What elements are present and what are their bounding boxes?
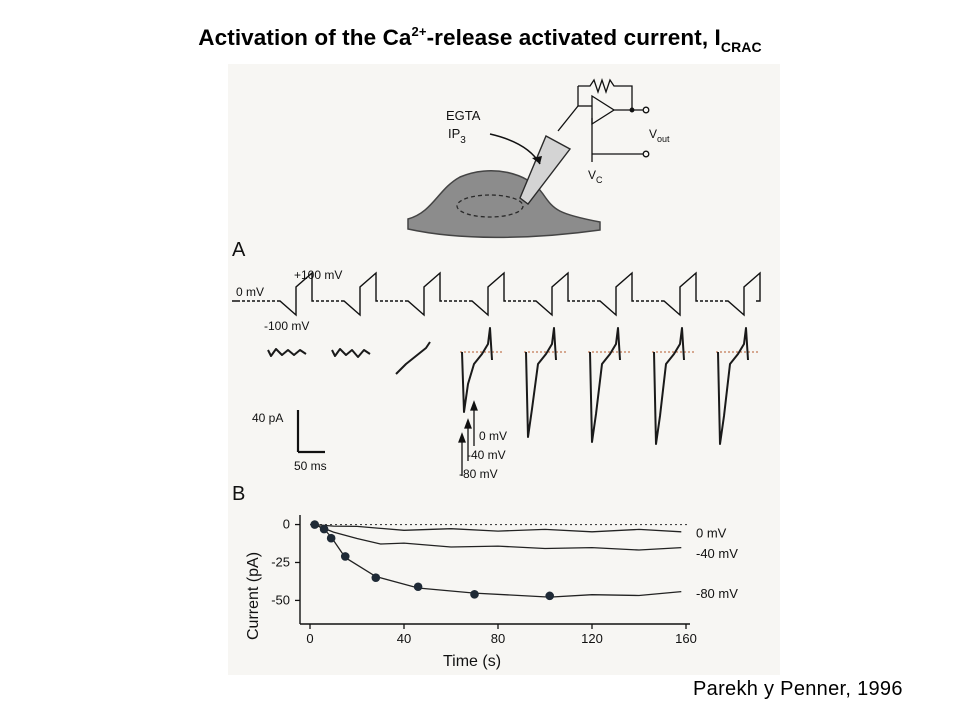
arrow-label-minus40: -40 mV <box>467 448 506 462</box>
figure-scan: EGTA IP3 Vout VC A +100 mV 0 mV -100 mV <box>228 64 780 675</box>
data-marker <box>470 590 479 599</box>
scale-bar <box>296 410 325 454</box>
data-marker <box>319 524 329 534</box>
x-tick-label: 120 <box>581 631 603 646</box>
data-marker <box>340 552 350 561</box>
pipette-arrowhead <box>532 156 542 164</box>
vout-label: Vout <box>649 127 670 144</box>
citation: Parekh y Penner, 1996 <box>693 678 903 700</box>
current-trace <box>267 348 307 357</box>
series-labels: 0 mV -40 mV -80 mV <box>696 526 738 601</box>
panel-b-label: B <box>232 483 245 505</box>
voltage-label-plus100: +100 mV <box>294 268 342 282</box>
title-superscript: 2+ <box>411 24 427 39</box>
axis-ticks: 0 40 80 120 160 0 -25 -50 <box>271 517 697 646</box>
series-label: 0 mV <box>696 526 727 541</box>
scale-time-label: 50 ms <box>294 459 327 473</box>
voltage-label-0: 0 mV <box>236 285 264 299</box>
x-tick-label: 0 <box>306 631 313 646</box>
data-marker <box>310 520 319 529</box>
slide-title: Activation of the Ca2+-release activated… <box>0 24 960 55</box>
y-tick-label: 0 <box>283 517 290 532</box>
voltage-arrows <box>458 400 478 476</box>
current-trace <box>717 327 749 445</box>
pipette-label-ip: IP3 <box>448 126 466 146</box>
data-marker <box>326 533 336 543</box>
x-tick-label: 160 <box>675 631 697 646</box>
y-tick-label: -25 <box>271 554 290 569</box>
scale-current-label: 40 pA <box>252 411 283 425</box>
patch-pipette <box>519 135 572 205</box>
x-axis-label: Time (s) <box>443 653 501 670</box>
current-trace <box>461 327 493 413</box>
series-line-0 <box>314 523 682 533</box>
current-trace <box>653 327 685 445</box>
plot-markers <box>310 520 554 601</box>
current-trace <box>331 348 371 358</box>
data-marker <box>413 582 423 592</box>
arrow-label-minus80: -80 mV <box>459 467 498 481</box>
series-line-1 <box>314 523 682 551</box>
y-axis-label: Current (pA) <box>245 552 262 640</box>
cell-body <box>407 170 601 239</box>
amplifier-circuit <box>557 77 650 162</box>
title-subscript: CRAC <box>720 39 762 55</box>
current-traces <box>267 327 760 445</box>
x-tick-label: 40 <box>397 631 411 646</box>
scan-background <box>228 64 780 675</box>
current-trace <box>525 327 557 438</box>
data-marker <box>371 573 381 582</box>
pipette-label-egta: EGTA <box>446 108 481 123</box>
data-marker <box>545 591 554 601</box>
series-label: -40 mV <box>696 546 738 561</box>
series-label: -80 mV <box>696 586 738 601</box>
title-rest: -release activated current, I <box>426 25 721 50</box>
voltage-label-minus100: -100 mV <box>264 319 309 333</box>
current-trace <box>395 341 431 375</box>
title-main: Activation of the Ca <box>198 25 412 50</box>
x-tick-label: 80 <box>491 631 505 646</box>
panel-a-label: A <box>232 239 246 261</box>
panel-a: A +100 mV 0 mV -100 mV 40 pA 50 ms 0 mV … <box>232 239 761 481</box>
y-tick-label: -50 <box>271 592 290 607</box>
panel-b: B 0 40 80 120 160 0 -25 -50 0 mV -40 mV -80 mV Cu… <box>232 483 738 670</box>
cell-nucleus <box>456 194 524 218</box>
ramp-waveform <box>232 271 761 317</box>
cell-schematic: EGTA IP3 Vout VC <box>407 77 670 239</box>
arrow-label-0mv: 0 mV <box>479 429 507 443</box>
vc-label: VC <box>588 168 603 185</box>
current-trace <box>589 327 621 443</box>
ramp-protocol <box>232 271 761 317</box>
